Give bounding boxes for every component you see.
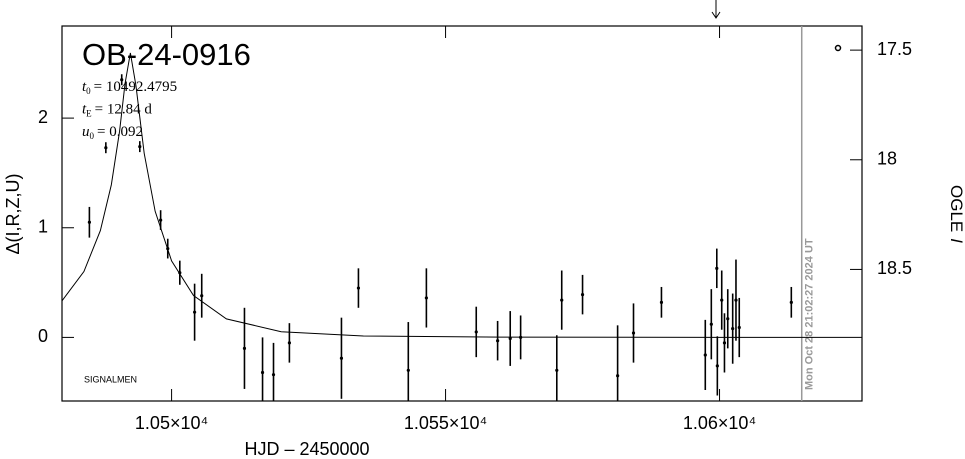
data-point [555, 368, 559, 372]
y2-tick-label: 18.5 [877, 258, 912, 278]
data-point [519, 335, 523, 340]
data-point [715, 266, 719, 270]
y2-label-text: OGLE [947, 185, 965, 232]
data-point [715, 364, 719, 368]
data-point [356, 286, 361, 290]
data-point [720, 298, 724, 302]
param-value: = 0.092 [97, 124, 143, 140]
fit-parameter: t0 = 10492.4795 [82, 79, 177, 96]
event-arrow-head [711, 11, 721, 19]
y-tick-label: 2 [38, 107, 48, 127]
param-subscript: 0 [86, 86, 91, 96]
param-symbol: t [82, 79, 87, 95]
y2-label-italic: I [947, 238, 965, 243]
param-value: = 12.84 d [95, 102, 153, 118]
data-point [120, 78, 124, 82]
data-point [159, 218, 163, 222]
data-point [104, 146, 108, 150]
marker [834, 44, 842, 52]
x-tick-label: 1.06×10⁴ [683, 413, 756, 433]
y-axis-label: Δ(I,R,Z,U) [3, 173, 23, 254]
data-point [616, 374, 620, 378]
chart-title: OB-24-0916 [82, 37, 251, 72]
data-point [560, 298, 564, 302]
x-axis-label: HJD – 2450000 [244, 439, 369, 459]
data-point [424, 296, 428, 300]
data-point [496, 339, 500, 343]
param-subscript: 0 [90, 131, 95, 141]
data-point [287, 341, 291, 345]
current-time-label: Mon Oct 28 21:02:27 2024 UT [804, 238, 816, 390]
x-tick-label: 1.05×10⁴ [135, 413, 208, 433]
data-point [200, 294, 204, 298]
data-point [474, 330, 478, 334]
fit-parameter: u0 = 0.092 [82, 124, 143, 141]
param-subscript: E [86, 109, 92, 119]
data-point [731, 327, 735, 331]
param-symbol: u [82, 124, 90, 140]
data-point [631, 331, 636, 335]
plot-frame [61, 25, 863, 402]
fit-parameter: tE = 12.84 d [82, 102, 152, 119]
data-point [271, 373, 276, 377]
data-point [178, 271, 182, 275]
plot-layer: 1.05×10⁴ 1.055×10⁴ 1.06×10⁴ 0 1 2 17.5 18 18.5 Mo… [38, 26, 912, 433]
y2-tick-label: 18 [877, 149, 897, 169]
data-point [508, 336, 512, 341]
y-tick-label: 1 [38, 217, 48, 237]
data-point [703, 353, 707, 357]
signalmen-note: SIGNALMEN [84, 374, 137, 384]
data-point [138, 145, 142, 149]
data-point [722, 341, 727, 345]
data-point [87, 220, 91, 224]
y-tick-label: 0 [38, 326, 48, 346]
param-symbol: t [82, 102, 87, 118]
data-point [193, 310, 197, 314]
data-point [166, 246, 170, 251]
data-point [406, 368, 410, 372]
data-point [580, 293, 585, 297]
data-point [734, 298, 738, 302]
x-tick-label: 1.055×10⁴ [404, 413, 487, 433]
data-point [242, 346, 247, 350]
data-point [339, 356, 344, 360]
data-point [709, 322, 713, 326]
data-point [737, 325, 741, 330]
y2-axis-label: OGLE I [947, 185, 965, 243]
data-point [260, 370, 265, 375]
model-curve [62, 52, 862, 338]
data-point [659, 300, 664, 304]
data-point [789, 300, 793, 304]
data-point [726, 317, 730, 321]
param-value: = 10492.4795 [94, 79, 177, 95]
y2-tick-label: 17.5 [877, 39, 912, 59]
